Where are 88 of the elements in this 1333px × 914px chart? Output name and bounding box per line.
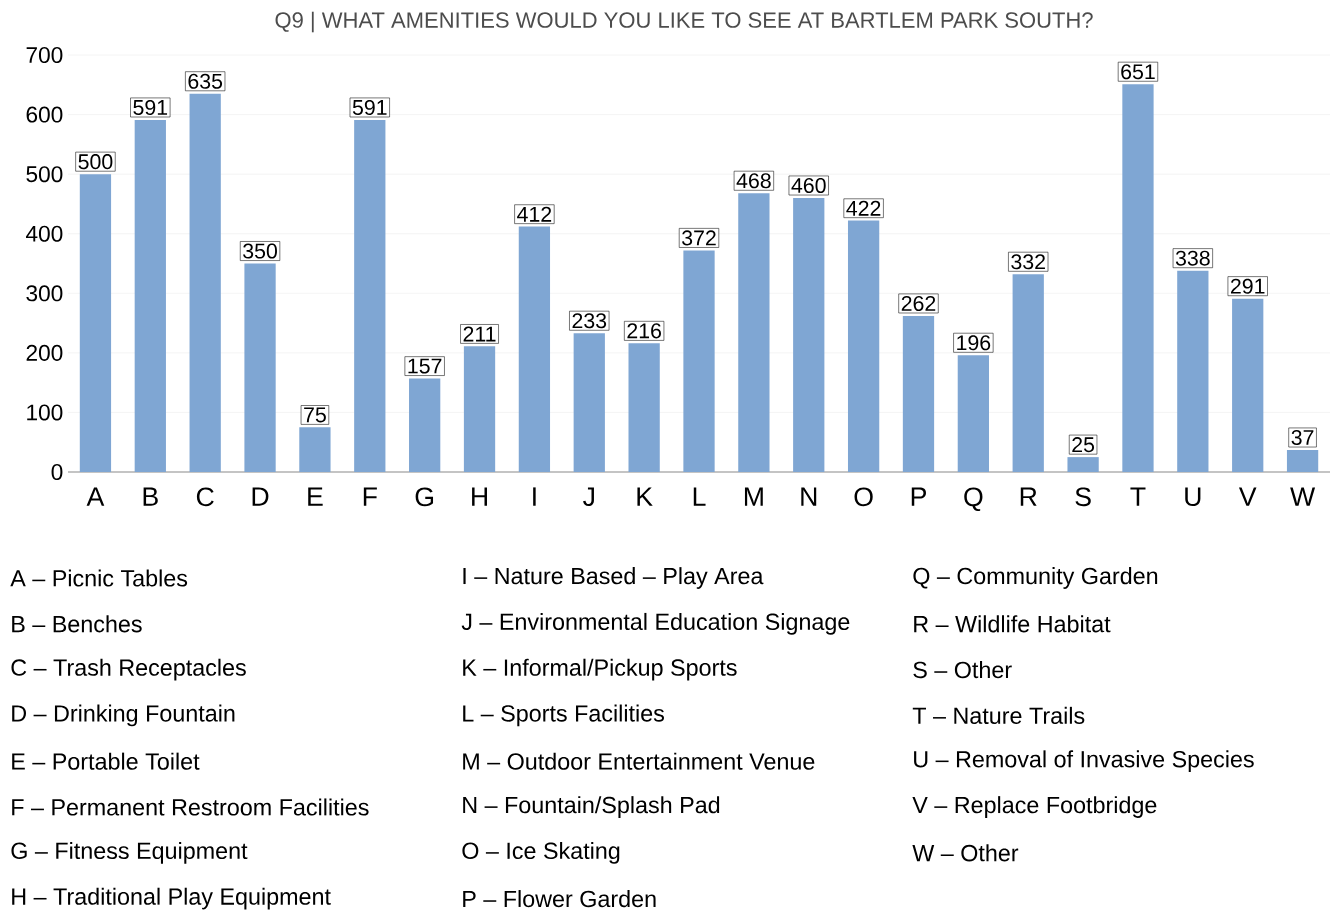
y-tick-label: 600	[26, 106, 63, 123]
data-label: 412	[517, 206, 552, 222]
text: V – Replace Footbridge	[912, 796, 1157, 818]
x-tick-label: C	[196, 487, 214, 507]
text: S – Other	[913, 661, 1012, 679]
data-label: 591	[352, 99, 387, 116]
data-label: 468	[736, 173, 771, 189]
text: E – Portable Toilet	[12, 752, 200, 770]
y-tick-label: 100	[27, 404, 63, 421]
text: U – Removal of Invasive Species	[914, 750, 1254, 773]
text: F – Permanent Restroom Facilities	[12, 798, 369, 816]
y-tick-label: 0	[51, 463, 63, 481]
bar	[847, 220, 880, 473]
text: P – Flower Garden	[463, 890, 656, 908]
x-tick-label: D	[252, 487, 269, 506]
x-tick-label: U	[1185, 487, 1201, 506]
x-tick-label: M	[744, 487, 763, 506]
bar	[573, 333, 605, 473]
x-tick-label: J	[583, 487, 594, 506]
text: O – Ice Skating	[462, 841, 620, 864]
x-tick-label: V	[1238, 487, 1257, 506]
text: D – Drinking Fountain	[12, 704, 235, 727]
text: R – Wildlife Habitat	[914, 615, 1111, 633]
data-label: 37	[1291, 429, 1314, 446]
data-label: 25	[1072, 437, 1095, 453]
x-tick-label: H	[472, 487, 487, 506]
data-label: 635	[188, 73, 223, 89]
data-label: 233	[572, 313, 607, 329]
data-label: 591	[133, 99, 168, 116]
bar	[1232, 298, 1264, 473]
y-tick-label: 200	[26, 344, 63, 361]
data-label: 350	[243, 243, 277, 259]
text: C – Trash Receptacles	[11, 658, 246, 681]
text: M – Outdoor Entertainment Venue	[463, 752, 815, 770]
data-label: 262	[901, 295, 936, 311]
text: K – Informal/Pickup Sports	[463, 658, 737, 681]
data-label: 500	[78, 154, 113, 170]
text: G – Fitness Equipment	[11, 841, 248, 864]
y-tick-label: 700	[26, 46, 63, 64]
y-tick-label: 500	[26, 166, 63, 183]
text: H – Traditional Play Equipment	[12, 887, 331, 910]
x-tick-label: S	[1075, 487, 1091, 507]
data-label: 196	[957, 335, 991, 351]
data-label: 460	[791, 177, 826, 194]
bar	[793, 197, 825, 473]
x-tick-label: E	[308, 487, 323, 506]
text: B – Benches	[12, 615, 142, 633]
text: T – Nature Trails	[912, 706, 1085, 724]
bar	[79, 174, 112, 473]
x-tick-label: W	[1290, 487, 1316, 506]
text: A – Picnic Tables	[10, 569, 188, 587]
x-tick-label: L	[693, 487, 706, 506]
text: N – Fountain/Splash Pad	[463, 796, 720, 818]
y-tick-label: 400	[26, 225, 63, 242]
x-tick-label: F	[363, 487, 377, 506]
data-label: 211	[463, 326, 496, 342]
data-label: 291	[1230, 278, 1265, 294]
y-tick-label: 300	[26, 285, 63, 302]
text: L – Sports Facilities	[463, 704, 664, 727]
bar	[463, 346, 496, 473]
text: I – Nature Based – Play Area	[463, 567, 764, 589]
data-label: 651	[1121, 64, 1155, 80]
x-tick-label: T	[1130, 487, 1146, 506]
x-tick-label: P	[911, 487, 926, 506]
x-tick-label: N	[801, 487, 817, 506]
data-label: 157	[408, 358, 442, 374]
text: J – Environmental Education Signage	[461, 612, 850, 635]
x-tick-label: I	[533, 487, 536, 506]
data-label: 338	[1175, 250, 1210, 266]
data-label: 332	[1011, 254, 1045, 270]
chart-title: Q9 | WHAT AMENITIES WOULD YOU LIKE TO SEE AT BARTLEM PARK SOUTH?	[275, 11, 1093, 33]
data-label: 422	[846, 200, 881, 216]
x-tick-label: Q	[964, 487, 983, 512]
x-tick-label: K	[637, 487, 653, 506]
bar	[1286, 449, 1319, 473]
x-tick-label: A	[86, 487, 105, 506]
x-tick-label: O	[854, 487, 873, 507]
data-label: 75	[304, 407, 326, 423]
x-tick-label: R	[1020, 487, 1037, 506]
bar	[902, 315, 935, 473]
bar	[518, 226, 551, 473]
data-label: 216	[627, 323, 661, 339]
text: W – Other	[912, 844, 1019, 862]
text: Q – Community Garden	[913, 567, 1158, 589]
x-tick-label: B	[143, 487, 158, 506]
x-tick-label: G	[415, 487, 434, 507]
bar	[134, 119, 166, 473]
data-label: 372	[682, 230, 716, 246]
